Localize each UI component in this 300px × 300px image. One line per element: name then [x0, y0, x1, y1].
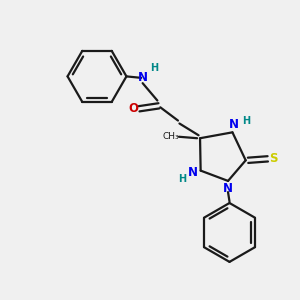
Text: N: N	[188, 167, 197, 179]
Text: O: O	[129, 102, 139, 115]
Text: H: H	[150, 63, 158, 74]
Text: H: H	[242, 116, 250, 126]
Text: S: S	[269, 152, 277, 165]
Text: H: H	[178, 174, 187, 184]
Text: N: N	[138, 71, 148, 84]
Text: CH₃: CH₃	[163, 132, 179, 141]
Text: N: N	[223, 182, 233, 195]
Text: N: N	[229, 118, 239, 131]
